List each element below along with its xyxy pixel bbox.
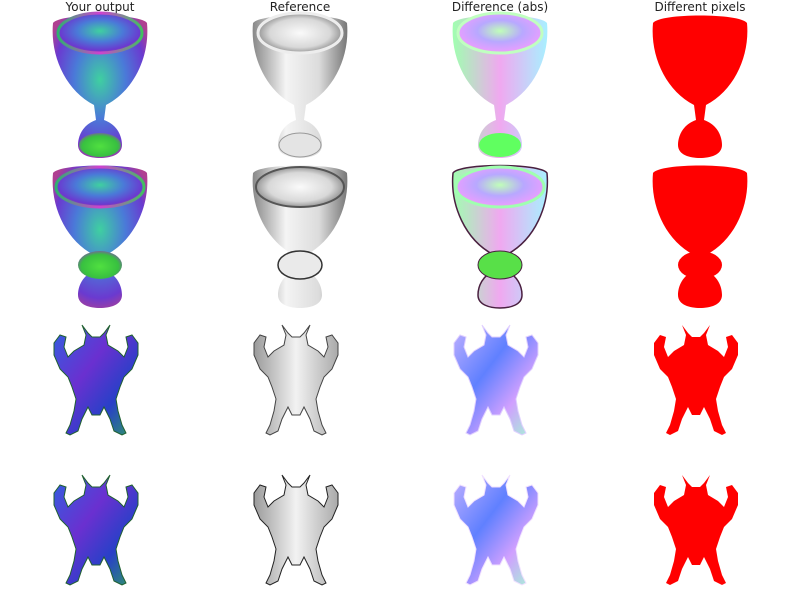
panel-reference bbox=[252, 165, 348, 308]
panel-your-output bbox=[53, 324, 139, 436]
panel-different-pixels bbox=[654, 325, 738, 435]
column-title-difference: Difference (abs) bbox=[451, 0, 549, 14]
panel-difference bbox=[452, 11, 548, 158]
column-title-different-pixels: Different pixels bbox=[654, 0, 746, 14]
panel-your-output bbox=[52, 165, 148, 308]
panel-your-output bbox=[53, 474, 139, 586]
panel-difference bbox=[453, 324, 539, 436]
column-title-reference: Reference bbox=[269, 0, 331, 14]
panel-reference bbox=[253, 474, 339, 586]
panel-different-pixels bbox=[652, 15, 748, 158]
panel-different-pixels bbox=[654, 475, 738, 585]
panel-difference bbox=[453, 474, 539, 586]
row-4 bbox=[53, 474, 738, 586]
panel-your-output bbox=[52, 11, 148, 158]
row-2 bbox=[52, 164, 748, 309]
panel-difference bbox=[451, 164, 549, 309]
panel-reference bbox=[253, 324, 339, 436]
panel-reference bbox=[252, 11, 348, 158]
row-1 bbox=[52, 11, 748, 158]
column-title-your-output: Your output bbox=[65, 0, 135, 14]
row-3 bbox=[53, 324, 738, 436]
panel-different-pixels bbox=[652, 165, 748, 308]
